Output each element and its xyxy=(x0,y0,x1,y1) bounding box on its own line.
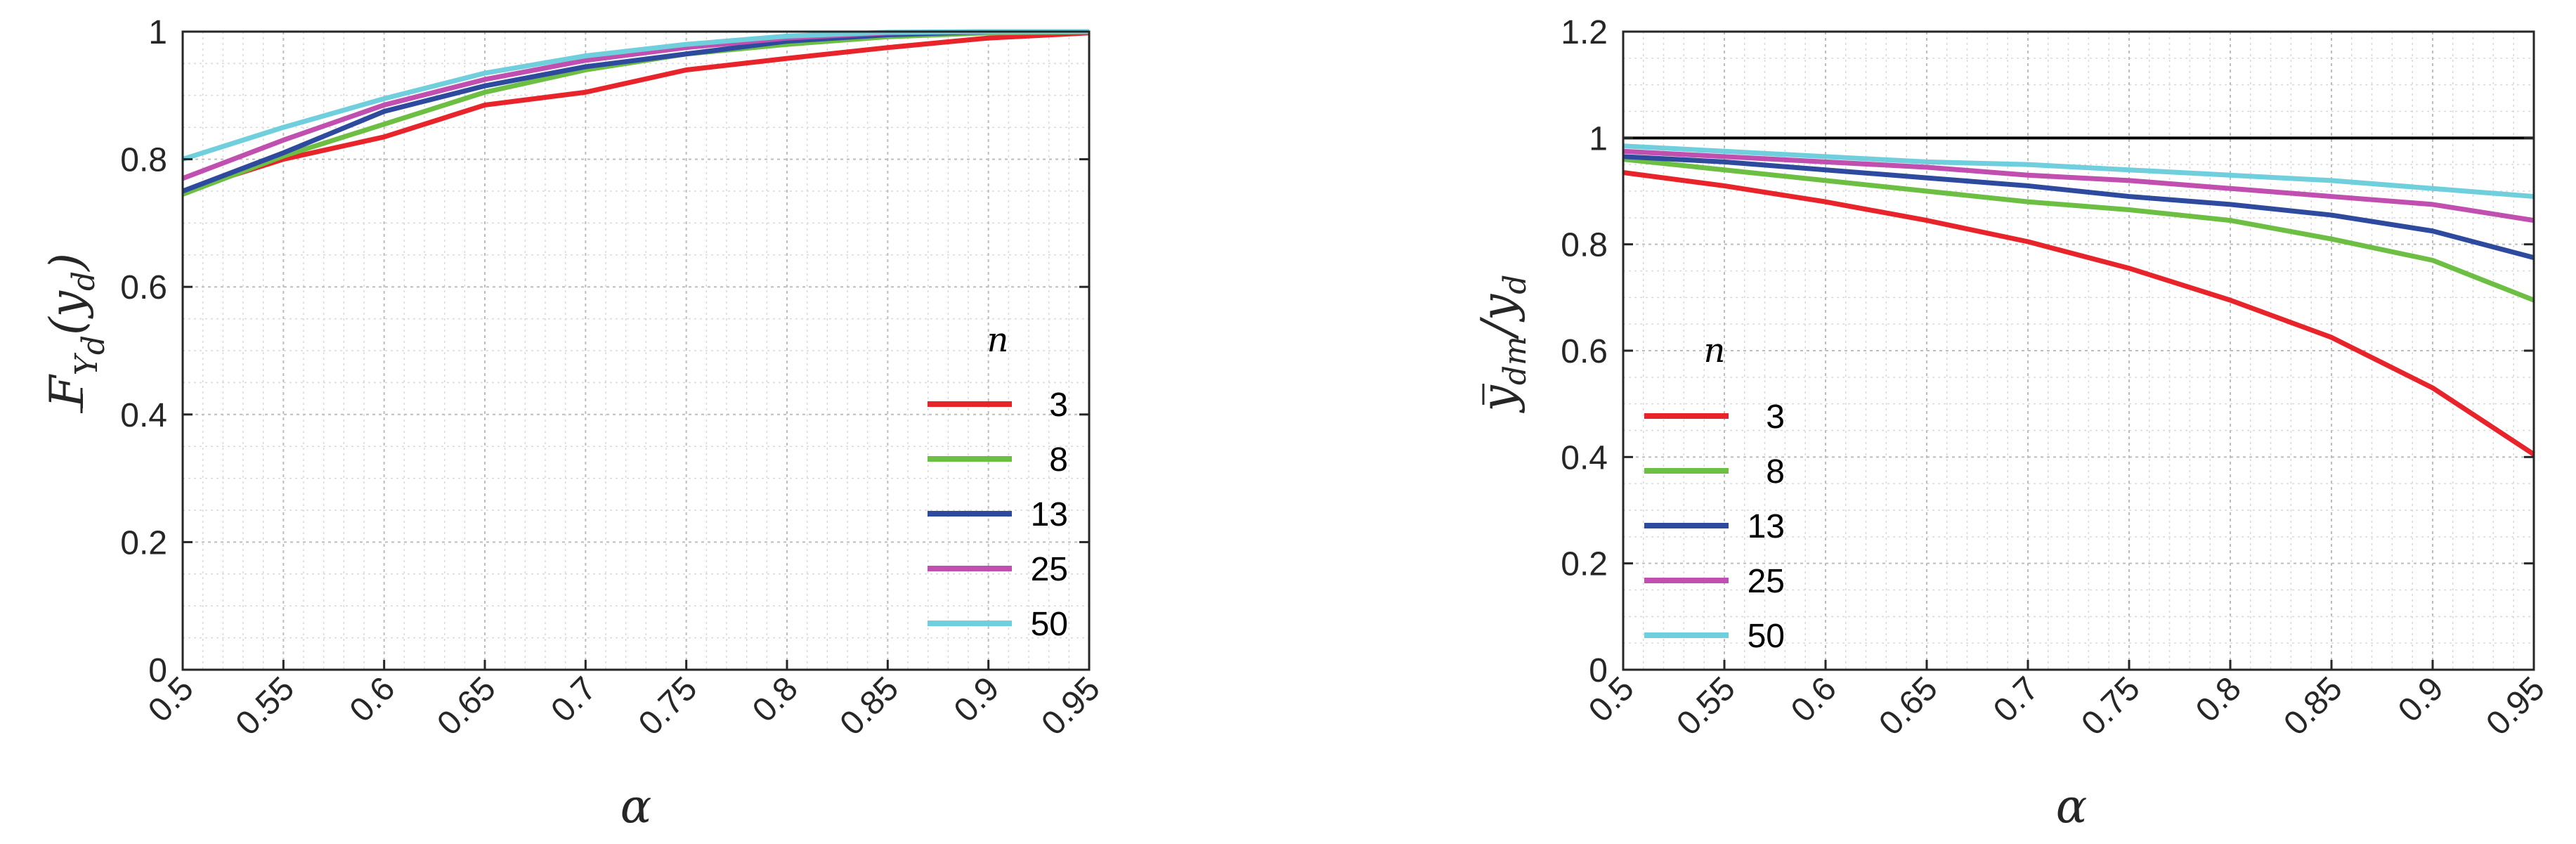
y-axis-label-left: FYd(yd) xyxy=(40,253,112,413)
y-axis-label-right: ydm/yd xyxy=(1471,275,1533,414)
legend-right: n 3 8 13 25 50 xyxy=(1644,331,1785,655)
x-tick-label: 0.75 xyxy=(632,670,705,743)
x-tick-label: 0.9 xyxy=(2391,670,2451,729)
series-line-n3 xyxy=(1622,170,2535,457)
y-tick-label: 1 xyxy=(1589,120,1608,157)
svg-text:FYd(yd): FYd(yd) xyxy=(40,253,112,408)
x-ticks-right: 0.5 0.55 0.6 0.65 0.7 0.75 0.8 0.85 0.9 0.95 xyxy=(1582,660,2552,743)
series-line-n3 xyxy=(181,30,1090,194)
y-tick-label: 0.8 xyxy=(120,142,167,179)
legend-label-n25: 25 xyxy=(1748,563,1785,600)
y-tick-label: 0 xyxy=(148,652,167,689)
legend-label-n8: 8 xyxy=(1766,453,1785,491)
x-axis-label-left: α xyxy=(620,779,652,833)
y-tick-label: 0.4 xyxy=(120,397,167,434)
y-tick-label: 0.8 xyxy=(1561,227,1608,264)
legend-label-n3: 3 xyxy=(1049,387,1068,424)
legend-label-n13: 13 xyxy=(1031,496,1068,533)
y-ticks-right: 0 0.2 0.4 0.6 0.8 1 1.2 xyxy=(1561,14,2534,689)
legend-left: n 3 8 13 25 50 xyxy=(928,320,1068,643)
series-line-n25 xyxy=(1622,148,2535,223)
y-tick-label: 1 xyxy=(148,14,167,51)
x-tick-label: 0.95 xyxy=(1034,670,1107,743)
y-tick-label: 0.6 xyxy=(1561,333,1608,370)
legend-label-n3: 3 xyxy=(1766,398,1785,436)
y-tick-label: 0.4 xyxy=(1561,439,1608,476)
x-tick-label: 0.6 xyxy=(343,670,403,729)
x-tick-label: 0.55 xyxy=(1670,670,1743,743)
x-tick-label: 0.8 xyxy=(2189,670,2249,729)
x-tick-label: 0.65 xyxy=(1872,670,1945,743)
x-tick-label: 0.9 xyxy=(947,670,1007,729)
svg-text:ydm/yd: ydm/yd xyxy=(1471,275,1533,414)
legend-label-n50: 50 xyxy=(1031,606,1068,643)
legend-label-n8: 8 xyxy=(1049,441,1068,479)
x-tick-label: 0.7 xyxy=(544,670,604,729)
plot-frame-left xyxy=(181,30,1091,671)
chart-right: 0.5 0.55 0.6 0.65 0.7 0.75 0.8 0.85 0.9 0.95 00.2… xyxy=(1471,14,2552,833)
x-tick-label: 0.85 xyxy=(2277,670,2350,743)
series-line-n8 xyxy=(1622,157,2535,303)
x-ticks-left: 0.5 0.55 0.6 0.65 0.7 0.75 0.8 0.85 0.9 0.95 xyxy=(141,660,1107,743)
series-line-n13 xyxy=(1622,154,2535,260)
legend-title: n xyxy=(987,320,1009,360)
x-tick-label: 0.75 xyxy=(2074,670,2147,743)
y-tick-label: 0.2 xyxy=(120,524,167,561)
series-group-right xyxy=(1622,143,2535,457)
x-tick-label: 0.85 xyxy=(833,670,906,743)
x-tick-label: 0.65 xyxy=(430,670,503,743)
y-tick-label: 0 xyxy=(1589,652,1608,689)
y-tick-label: 0.6 xyxy=(120,269,167,306)
series-line-n50 xyxy=(1622,143,2535,200)
x-tick-label: 0.55 xyxy=(229,670,302,743)
y-tick-label: 0.2 xyxy=(1561,546,1608,583)
legend-label-n25: 25 xyxy=(1031,551,1068,588)
y-tick-label: 1.2 xyxy=(1561,14,1608,51)
x-tick-label: 0.95 xyxy=(2479,670,2552,743)
x-tick-label: 0.7 xyxy=(1986,670,2046,729)
chart-left: 0.5 0.55 0.6 0.65 0.7 0.75 0.8 0.85 0.9 0.95 00.2… xyxy=(40,14,1107,833)
legend-label-n13: 13 xyxy=(1748,508,1785,545)
legend-label-n50: 50 xyxy=(1748,618,1785,655)
x-tick-label: 0.8 xyxy=(746,670,805,729)
x-axis-label-right: α xyxy=(2056,779,2088,833)
x-tick-label: 0.6 xyxy=(1784,670,1844,729)
legend-title: n xyxy=(1704,331,1726,370)
y-ticks-left: 0 0.2 0.4 0.6 0.8 1 xyxy=(120,14,1089,689)
